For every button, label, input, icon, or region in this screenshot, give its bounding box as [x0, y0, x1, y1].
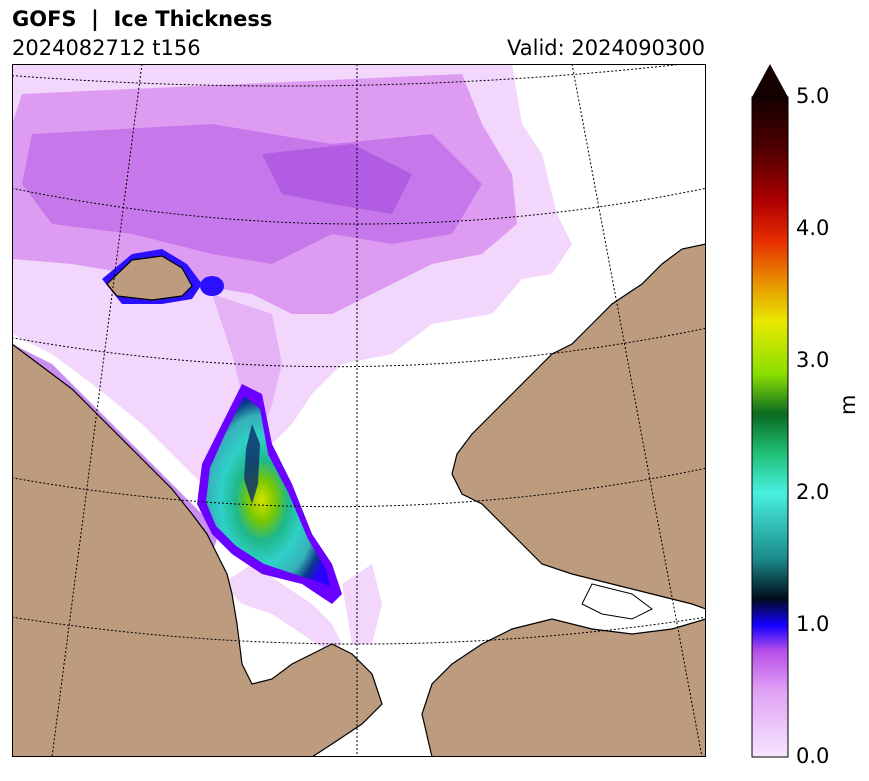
run-label: 2024082712 t156: [12, 36, 201, 60]
colorbar-tick-3: 3.0: [796, 348, 830, 372]
colorbar-tick-0: 0.0: [796, 744, 830, 768]
colorbar: [751, 64, 789, 758]
island-land: [106, 255, 193, 301]
colorbar-tick-2: 2.0: [796, 480, 830, 504]
sea-ice-thick: [197, 384, 342, 604]
colorbar-unit: m: [836, 394, 860, 415]
colorbar-tick-1: 1.0: [796, 612, 830, 636]
ice-thickness-map: [12, 64, 706, 757]
valid-label: Valid: 2024090300: [507, 36, 705, 60]
graticule: [12, 64, 706, 757]
colorbar-tick-4: 4.0: [796, 216, 830, 240]
land-alaska: [451, 243, 706, 610]
colorbar-tick-5: 5.0: [796, 84, 830, 108]
map-title: GOFS | Ice Thickness: [12, 7, 273, 31]
land-alaska-south: [421, 618, 706, 757]
land-siberia: [12, 343, 383, 757]
